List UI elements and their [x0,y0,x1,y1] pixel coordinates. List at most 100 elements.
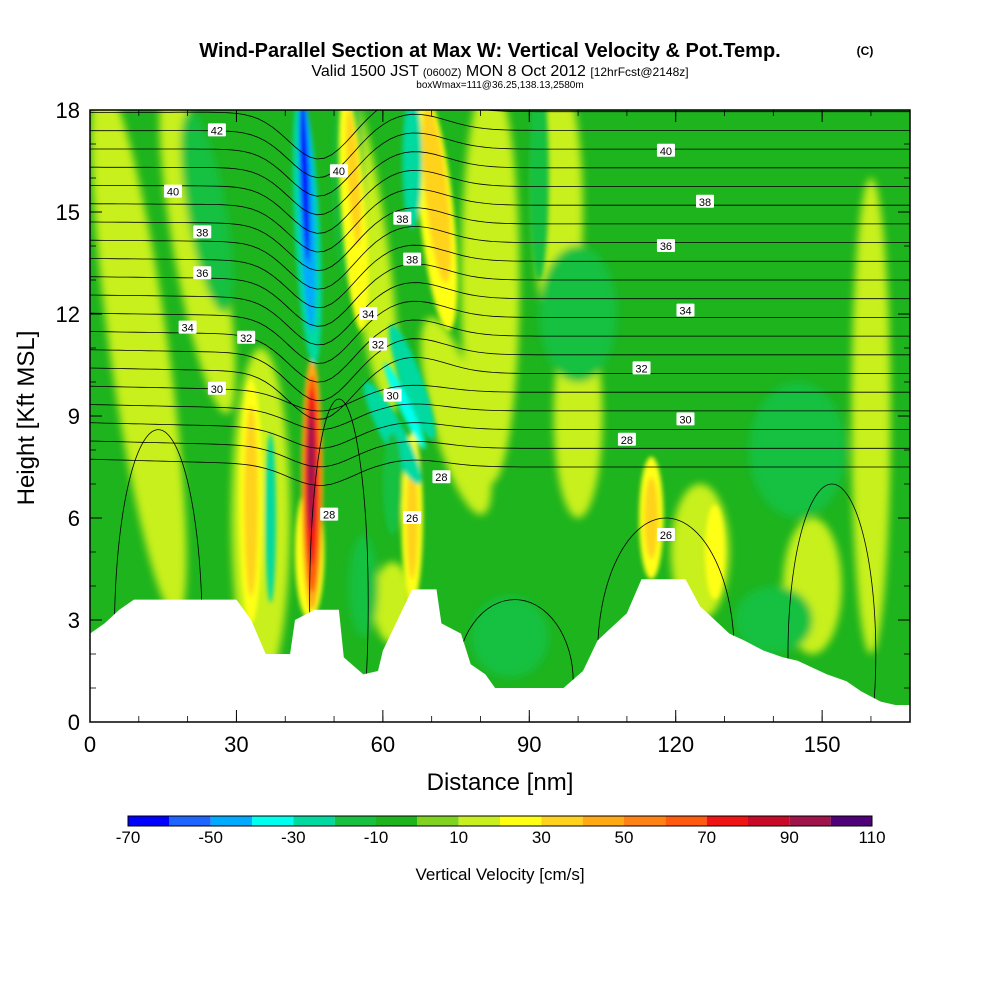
downdraft [529,110,549,280]
theta-label-text: 26 [660,530,672,542]
colorbar-frame [127,815,873,827]
theta-label-text: 36 [196,268,208,280]
theta-label: 34 [178,320,197,335]
theta-label-text: 40 [333,166,345,178]
downdraft [388,324,436,440]
theta-label-text: 30 [211,384,223,396]
colorbar-swatch [624,816,666,826]
y-tick-label: 18 [56,98,80,123]
theta-label: 34 [359,307,378,321]
colorbar-swatch [789,816,831,826]
x-axis-label: Distance [nm] [427,769,574,796]
theta-label: 38 [193,225,212,239]
colorbar-tick-label: 10 [449,828,468,847]
y-tick-label: 0 [68,710,80,735]
colorbar-tick-label: -70 [116,828,141,847]
field-patch [748,382,847,518]
theta-label-text: 40 [660,146,672,158]
x-axis: 0 30 60 90 120 150 [84,110,872,757]
theta-contour [90,384,910,412]
subtitle-forecast: [12hrFcst@2148z] [590,65,688,79]
theta-label-text: 32 [240,333,252,345]
theta-contour [90,300,910,364]
theta-label: 38 [403,252,422,267]
theta-label: 38 [696,194,714,209]
theta-label-text: 36 [660,241,672,253]
theta-label-text: 32 [635,363,647,375]
colorbar-tick-label: 50 [615,828,634,847]
theta-label: 28 [320,507,339,522]
theta-contour [90,188,910,253]
colorbar-swatch [210,816,252,826]
potential-temperature-labels: 42 40 38 36 34 32 30 40 38 38 34 32 30 28 26 28 40 38 36 34… [163,123,714,542]
theta-label: 40 [329,164,348,178]
field-patch [470,596,549,678]
chart-title-mark: (C) [857,44,874,58]
colorbar-swatch [582,816,624,826]
field-patch [734,586,813,654]
downdraft [299,110,310,263]
theta-label: 38 [393,211,412,226]
theta-label: 26 [656,528,675,542]
theta-label-text: 38 [699,197,711,209]
field-patch [348,535,378,637]
terrain [90,579,910,722]
colorbar-tick-label: 30 [532,828,551,847]
theta-label-text: 34 [362,309,374,321]
theta-label: 30 [207,381,226,396]
colorbar-swatch [665,816,707,826]
theta-contour [90,403,910,431]
x-tick-label: 120 [657,732,694,757]
colorbar-swatch [334,816,376,826]
theta-label: 42 [207,123,226,137]
theta-label-text: 34 [679,306,691,318]
theta-label: 36 [656,239,675,253]
theta-label: 40 [163,184,182,199]
theta-label: 36 [193,266,212,280]
colorbar-tick-label: 70 [697,828,716,847]
theta-label: 30 [676,412,695,426]
downdraft [384,362,426,450]
theta-label-text: 28 [621,435,633,447]
colorbar-swatch [706,816,748,826]
x-tick-label: 60 [371,732,395,757]
theta-label-text: 40 [167,187,179,199]
theta-label-text: 26 [406,513,418,525]
updraft-core [346,110,362,246]
theta-label: 28 [432,470,451,484]
colorbar-swatch [252,816,294,826]
potential-temperature-contours [90,110,910,722]
colorbar-swatch [458,816,500,826]
subtitle-prefix: Valid 1500 JST [311,63,419,80]
colorbar-swatch [293,816,335,826]
x-tick-label: 0 [84,732,96,757]
theta-label: 32 [237,330,256,345]
subtitle-date: MON 8 Oct 2012 [466,63,586,80]
theta-contour [90,338,910,402]
updraft-band [705,504,725,600]
theta-contour [90,440,910,468]
subtitle-utc: (0600Z) [423,67,462,79]
colorbar-tick-label: -30 [281,828,306,847]
theta-contour [309,398,369,722]
theta-label: 40 [656,143,675,158]
theta-label: 32 [368,337,387,352]
theta-contour [90,113,910,179]
theta-contour [90,244,910,309]
theta-contour [90,207,910,272]
colorbar-tick-label: 110 [858,828,885,847]
chart-title: Wind-Parallel Section at Max W: Vertical… [199,40,780,62]
colorbar-swatch [748,816,790,826]
downdraft [265,433,276,603]
y-tick-label: 12 [56,302,80,327]
y-tick-label: 15 [56,200,80,225]
theta-label-text: 28 [435,472,447,484]
velocity-field-core [239,110,725,624]
theta-contour [90,151,910,216]
colorbar-swatch [500,816,542,826]
theta-contour [90,356,910,420]
theta-label-text: 38 [396,214,408,226]
colorbar-label: Vertical Velocity [cm/s] [415,865,584,884]
colorbar-swatch [541,816,583,826]
theta-label: 26 [403,511,422,525]
